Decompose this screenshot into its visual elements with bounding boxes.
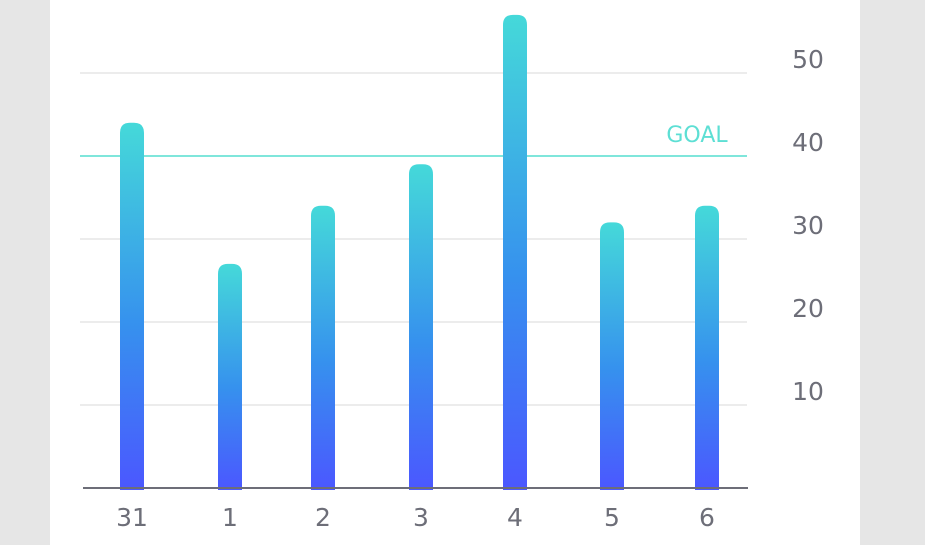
x-tick-label: 31 [116, 503, 148, 532]
y-tick-label: 10 [792, 377, 824, 406]
bar [600, 222, 624, 490]
goal-label: GOAL [666, 123, 728, 148]
bar [695, 205, 719, 491]
x-tick-label: 1 [222, 503, 238, 532]
card [50, 0, 860, 545]
bar [120, 122, 144, 491]
y-tick-label: 30 [792, 211, 824, 240]
bar [218, 263, 242, 490]
bar [311, 205, 335, 491]
x-tick-label: 6 [699, 503, 715, 532]
y-tick-label: 40 [792, 128, 824, 157]
x-tick-label: 3 [413, 503, 429, 532]
bar [503, 14, 527, 491]
y-tick-label: 20 [792, 294, 824, 323]
x-tick-label: 5 [604, 503, 620, 532]
labels: 10 20 30 40 50 GOAL 31 1 2 3 4 5 6 [116, 45, 824, 532]
x-tick-label: 2 [315, 503, 331, 532]
y-tick-label: 50 [792, 45, 824, 74]
x-tick-label: 4 [507, 503, 523, 532]
bars [120, 14, 719, 491]
bar [409, 164, 433, 491]
